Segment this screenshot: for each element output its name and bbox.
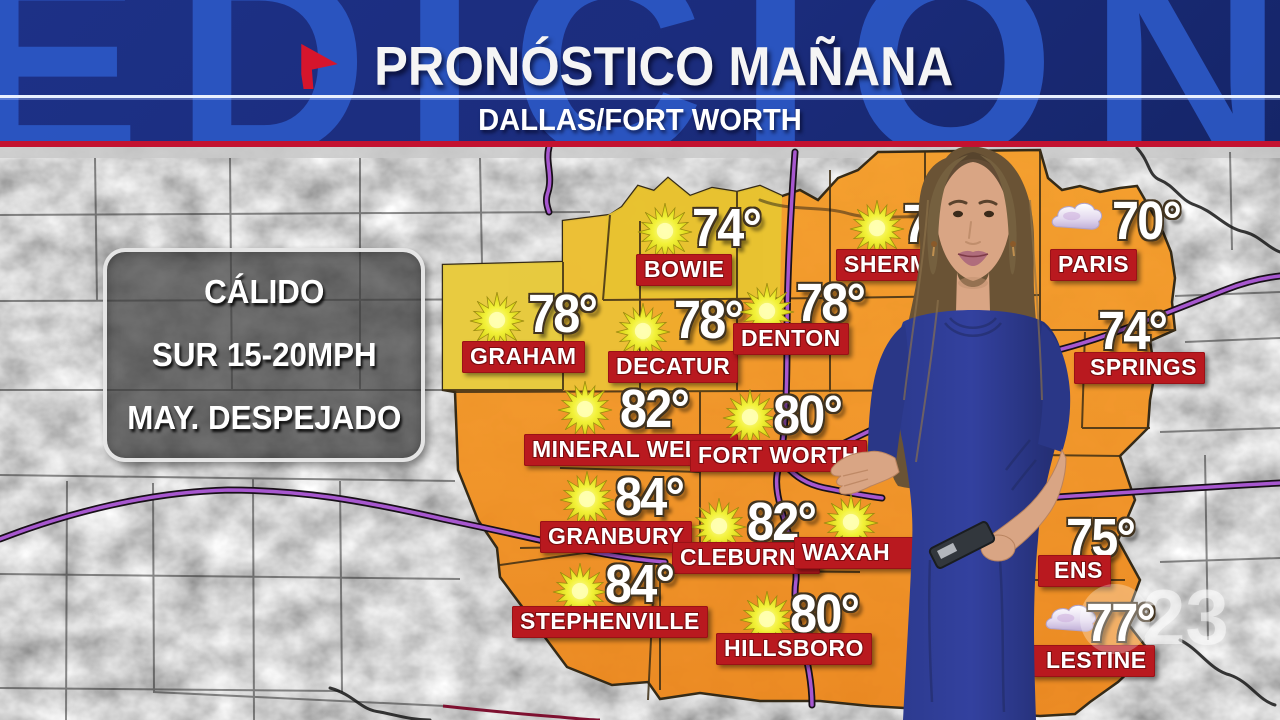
info-line-conditions: CÁLIDO [203,272,325,310]
presenter-clicker [928,521,996,569]
station-bug: 23 [1080,573,1240,662]
station-temp-bowie: 74° [692,198,762,258]
station-label-granbury: GRANBURY [540,521,693,553]
info-line-sky: MAY. DESPEJADO [126,399,402,437]
station-label-bowie: BOWIE [636,254,733,286]
station-label-denton: DENTON [733,323,849,355]
info-line-wind: SUR 15-20MPH [151,335,377,373]
station-label-hillsboro: HILLSBORO [716,633,872,665]
rivers [328,146,1280,720]
station-temp-fort-worth: 80° [773,385,843,445]
forecast-info-box: CÁLIDO SUR 15-20MPH MAY. DESPEJADO [103,248,425,462]
station-temp-decatur: 78° [674,290,744,350]
station-temp-graham: 78° [528,284,598,344]
banner-subtitle: DALLAS/FORT WORTH [478,102,802,137]
station-label-paris: PARIS [1050,249,1138,281]
banner-divider-line [0,95,1280,98]
station-bug-number: 23 [1142,573,1229,661]
presenter-face [935,159,1012,281]
station-label-stephenville: STEPHENVILLE [512,606,708,638]
banner-title: PRONÓSTICO MAÑANA [374,35,954,97]
station-temp-palestine: 77° [1086,593,1156,653]
banner-red-line [0,141,1280,147]
banner-background-text: EDICION [0,0,1280,147]
station-label-sulphur-springs: SPRINGS [1074,352,1206,384]
station-bug-circle-icon [1080,584,1150,654]
station-label-graham: GRAHAM [462,341,585,373]
station-temp-mineral-wells: 82° [620,379,690,439]
station-label-fort-worth: FORT WORTH [690,440,867,472]
red-flag-icon [301,43,338,89]
presenter-dress [895,310,1065,720]
station-label-athens: ENS [1038,555,1111,587]
station-temp-granbury: 84° [615,467,685,527]
station-label-decatur: DECATUR [608,351,739,383]
title-banner: EDICION PRONÓSTICO MAÑANA DALLAS/FORT WO… [0,0,1280,147]
presenter-figure [830,146,1071,720]
station-temp-sulphur-springs: 74° [1098,301,1168,361]
station-temp-paris: 70° [1112,191,1182,251]
station-temp-stephenville: 84° [605,554,675,614]
station-label-palestine: LESTINE [1030,645,1155,677]
